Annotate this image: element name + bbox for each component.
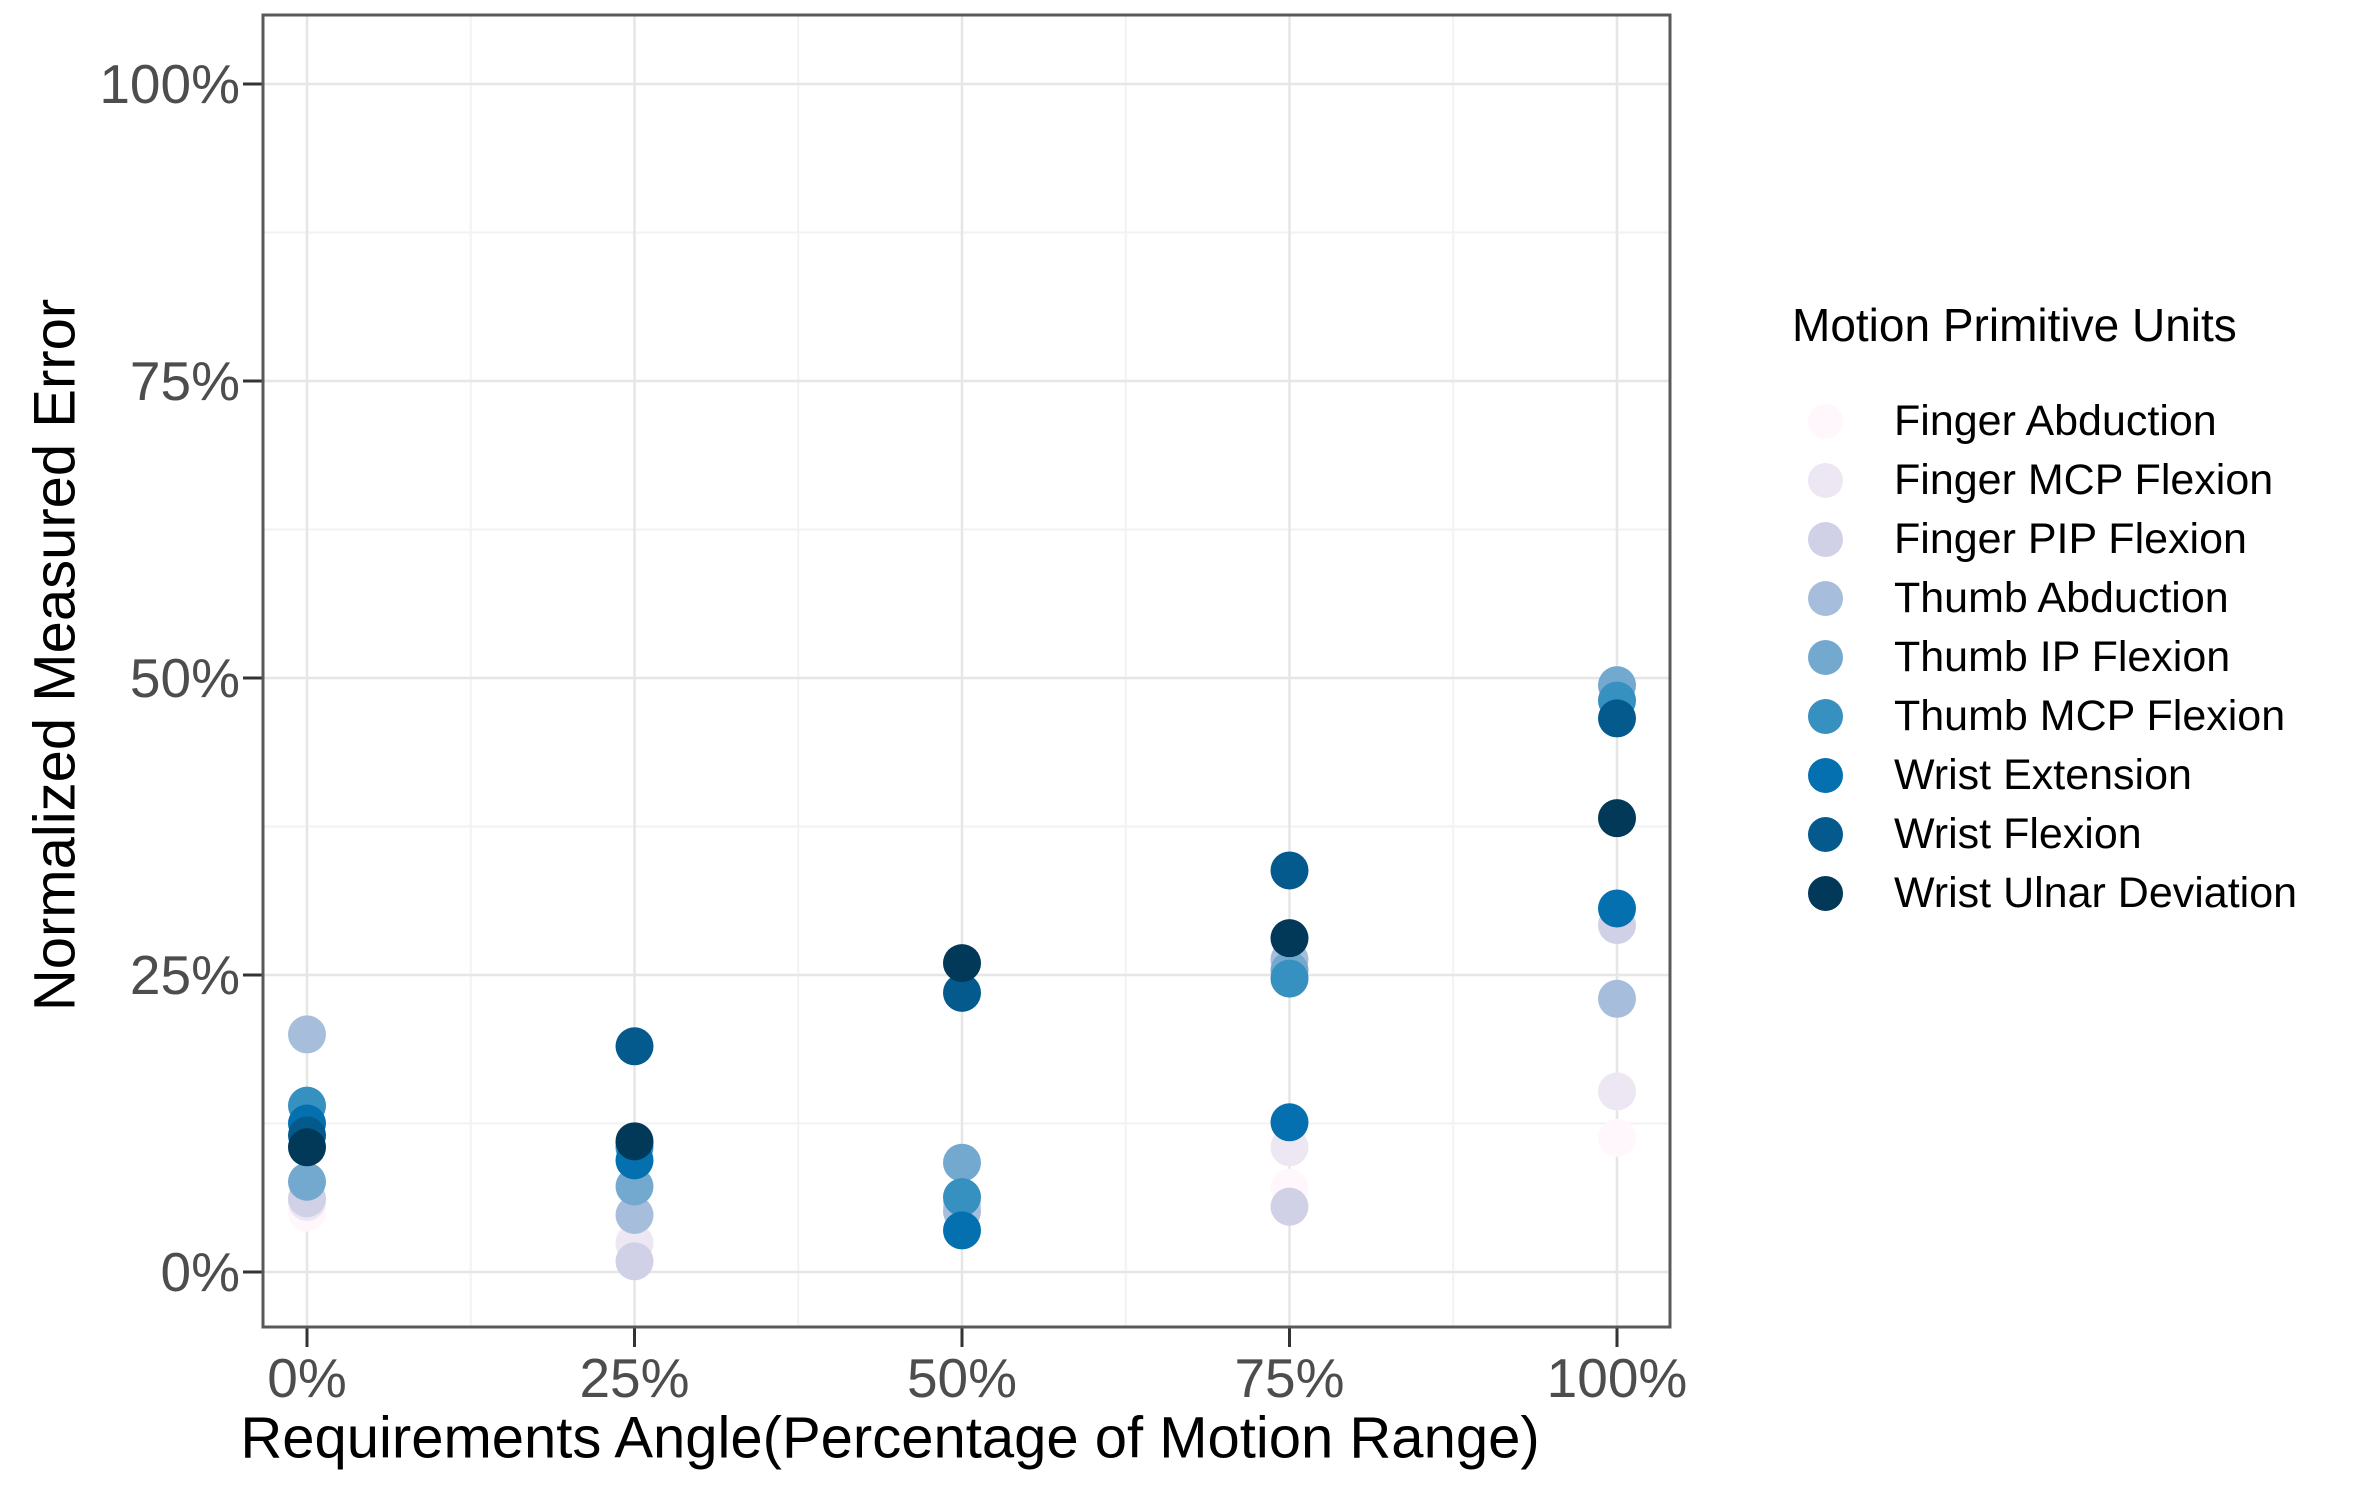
y-tick-label: 100%	[99, 53, 240, 115]
data-point	[1598, 889, 1636, 928]
data-point	[1270, 1103, 1309, 1142]
legend-swatch-icon	[1808, 817, 1843, 852]
legend-item: Finger PIP Flexion	[1792, 510, 2352, 569]
legend-item-label: Wrist Ulnar Deviation	[1894, 869, 2298, 917]
legend-item: Thumb IP Flexion	[1792, 628, 2352, 687]
y-tick-label: 75%	[129, 350, 240, 412]
legend-item-label: Finger MCP Flexion	[1894, 456, 2274, 504]
legend-item: Thumb Abduction	[1792, 569, 2352, 628]
grid-minor-lines	[263, 15, 1670, 1327]
legend-item: Finger Abduction	[1792, 392, 2352, 451]
data-point	[1598, 1072, 1636, 1111]
legend-item: Wrist Extension	[1792, 746, 2352, 805]
data-point	[943, 944, 981, 983]
legend-swatch-icon	[1808, 404, 1843, 439]
data-point	[943, 1143, 981, 1182]
axis-ticks	[243, 82, 1619, 1347]
x-tick-label: 25%	[579, 1347, 690, 1409]
data-points	[288, 666, 1636, 1281]
legend-item-label: Wrist Extension	[1894, 751, 2192, 799]
data-point	[288, 1128, 326, 1167]
data-point	[1270, 919, 1309, 958]
legend-item-label: Wrist Flexion	[1894, 810, 2142, 858]
data-point	[1598, 699, 1636, 738]
legend-item: Finger MCP Flexion	[1792, 451, 2352, 510]
data-point	[1270, 1187, 1309, 1226]
legend-swatch-icon	[1808, 463, 1843, 498]
data-point	[1270, 959, 1309, 998]
legend-item-label: Finger Abduction	[1894, 397, 2217, 445]
x-tick-label: 0%	[267, 1347, 347, 1409]
x-tick-label: 100%	[1546, 1347, 1688, 1409]
legend-swatch-icon	[1808, 581, 1843, 616]
data-point	[615, 1195, 654, 1234]
legend-item-label: Thumb MCP Flexion	[1894, 692, 2286, 740]
data-point	[1270, 851, 1309, 890]
y-tick-label: 0%	[160, 1241, 241, 1303]
data-point	[615, 1242, 654, 1281]
data-point	[943, 1178, 981, 1217]
y-tick-label: 50%	[129, 647, 240, 709]
legend-title: Motion Primitive Units	[1792, 299, 2237, 351]
legend-item-label: Thumb IP Flexion	[1894, 633, 2231, 681]
series-wrist-ulnar-deviation	[288, 799, 1636, 1167]
legend-item-label: Thumb Abduction	[1894, 574, 2229, 622]
legend-swatch-icon	[1808, 640, 1843, 675]
data-point	[943, 973, 981, 1012]
y-tick-label: 25%	[129, 944, 240, 1006]
legend-item: Thumb MCP Flexion	[1792, 687, 2352, 746]
data-point	[1598, 799, 1636, 838]
data-point	[288, 1162, 326, 1201]
x-tick-label: 50%	[906, 1347, 1018, 1409]
legend-swatch-icon	[1808, 758, 1843, 793]
legend-item: Wrist Flexion	[1792, 805, 2352, 864]
data-point	[1598, 979, 1636, 1018]
legend-swatch-icon	[1808, 876, 1843, 911]
legend-item: Wrist Ulnar Deviation	[1792, 864, 2352, 923]
x-tick-label: 75%	[1234, 1347, 1345, 1409]
legend-item-label: Finger PIP Flexion	[1894, 515, 2247, 563]
data-point	[1598, 1118, 1636, 1157]
grid-major-lines	[263, 15, 1670, 1327]
panel-border	[261, 13, 1672, 1329]
data-point	[943, 1211, 981, 1250]
legend-items: Finger Abduction Finger MCP Flexion Finger…	[1792, 392, 2352, 923]
legend: Motion Primitive Units Finger Abduction F…	[1792, 298, 2352, 923]
legend-swatch-icon	[1808, 699, 1843, 734]
data-point	[615, 1027, 654, 1066]
x-axis-title: Requirements Angle(Percentage of Motion …	[240, 1405, 1540, 1471]
data-point	[288, 1015, 326, 1054]
data-point	[615, 1122, 654, 1161]
legend-swatch-icon	[1808, 522, 1843, 557]
data-point	[615, 1167, 654, 1206]
